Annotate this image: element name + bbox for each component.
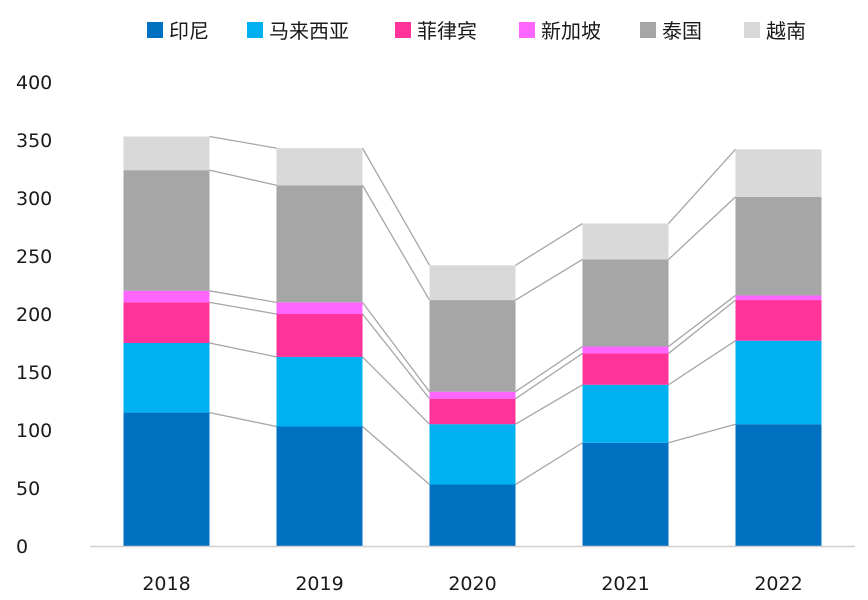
- series-line: [209, 301, 277, 315]
- series-line: [668, 299, 736, 354]
- legend-swatch: [744, 22, 760, 38]
- bar-segment: [582, 442, 669, 546]
- y-tick-label: 150: [16, 362, 52, 384]
- series-line: [361, 313, 431, 400]
- legend-swatch: [247, 22, 263, 38]
- bar-segment: [123, 302, 210, 343]
- y-tick-label: 350: [16, 130, 52, 152]
- legend-swatch: [519, 22, 535, 38]
- series-line: [668, 196, 736, 260]
- x-tick-label: 2018: [142, 573, 190, 595]
- bar-segment: [123, 170, 210, 291]
- y-tick-label: 100: [16, 420, 52, 442]
- series-line: [515, 352, 583, 400]
- plot-area: [123, 136, 822, 546]
- series-line: [668, 423, 736, 444]
- legend-label: 越南: [766, 19, 806, 43]
- bar-segment: [582, 384, 669, 443]
- series-line: [362, 356, 430, 425]
- series-line: [209, 135, 277, 149]
- series-line: [515, 222, 583, 266]
- legend-label: 新加坡: [541, 19, 601, 43]
- bar-segment: [123, 343, 210, 413]
- bar-segment: [582, 353, 669, 385]
- y-axis: 0 50 100 150 200 250 300 350 400: [16, 72, 52, 558]
- legend-swatch: [640, 22, 656, 38]
- bar-segment: [276, 302, 363, 314]
- bar-segment: [123, 290, 210, 303]
- series-line: [668, 148, 736, 224]
- legend-swatch: [147, 22, 163, 38]
- series-line: [668, 294, 736, 347]
- y-tick-label: 0: [16, 536, 28, 558]
- series-line: [209, 342, 277, 358]
- bar-segment: [276, 356, 363, 427]
- x-tick-label: 2020: [448, 573, 496, 595]
- series-line: [515, 442, 583, 486]
- bar-segment: [276, 185, 363, 303]
- bar-segment: [429, 391, 516, 399]
- bar-segment: [582, 259, 669, 347]
- legend-label: 泰国: [662, 19, 702, 43]
- legend-label: 马来西亚: [269, 19, 349, 43]
- legend-swatch: [395, 22, 411, 38]
- bar-segment: [735, 424, 822, 546]
- series-line: [209, 169, 277, 186]
- y-tick-label: 50: [16, 478, 40, 500]
- legend-label: 菲律宾: [417, 19, 477, 43]
- y-tick-label: 200: [16, 304, 52, 326]
- legend: 印尼 马来西亚 菲律宾 新加坡 泰国 越南: [147, 19, 806, 43]
- bar-segment: [735, 295, 822, 301]
- y-tick-label: 300: [16, 188, 52, 210]
- bar-segment: [582, 223, 669, 260]
- bar-segment: [123, 412, 210, 546]
- bar-segment: [429, 265, 516, 301]
- bar-segment: [429, 398, 516, 425]
- series-line: [361, 184, 431, 301]
- x-tick-label: 2019: [295, 573, 343, 595]
- series-line: [362, 426, 430, 486]
- bar-segment: [735, 196, 822, 296]
- series-line: [668, 340, 736, 386]
- x-tick-label: 2021: [601, 573, 649, 595]
- series-line: [209, 290, 277, 304]
- bar-segment: [735, 300, 822, 341]
- x-tick-label: 2022: [754, 573, 802, 595]
- x-axis: 2018 2019 2020 2021 2022: [90, 545, 855, 595]
- series-line: [515, 345, 583, 393]
- bar-segment: [582, 346, 669, 354]
- bar-segment: [429, 300, 516, 392]
- y-tick-label: 400: [16, 72, 52, 94]
- series-line: [361, 302, 431, 393]
- series-line: [361, 147, 431, 266]
- bar-segment: [429, 424, 516, 485]
- bar-segment: [276, 426, 363, 546]
- series-line: [515, 258, 583, 301]
- bar-segment: [735, 340, 822, 425]
- bar-segment: [735, 149, 822, 197]
- series-line: [515, 384, 583, 425]
- legend-label: 印尼: [169, 19, 209, 43]
- bar-segment: [276, 314, 363, 357]
- series-lines: [209, 135, 736, 486]
- series-line: [209, 411, 277, 428]
- bar-segment: [276, 148, 363, 186]
- bar-segment: [123, 136, 210, 171]
- y-tick-label: 250: [16, 246, 52, 268]
- bar-segment: [429, 484, 516, 546]
